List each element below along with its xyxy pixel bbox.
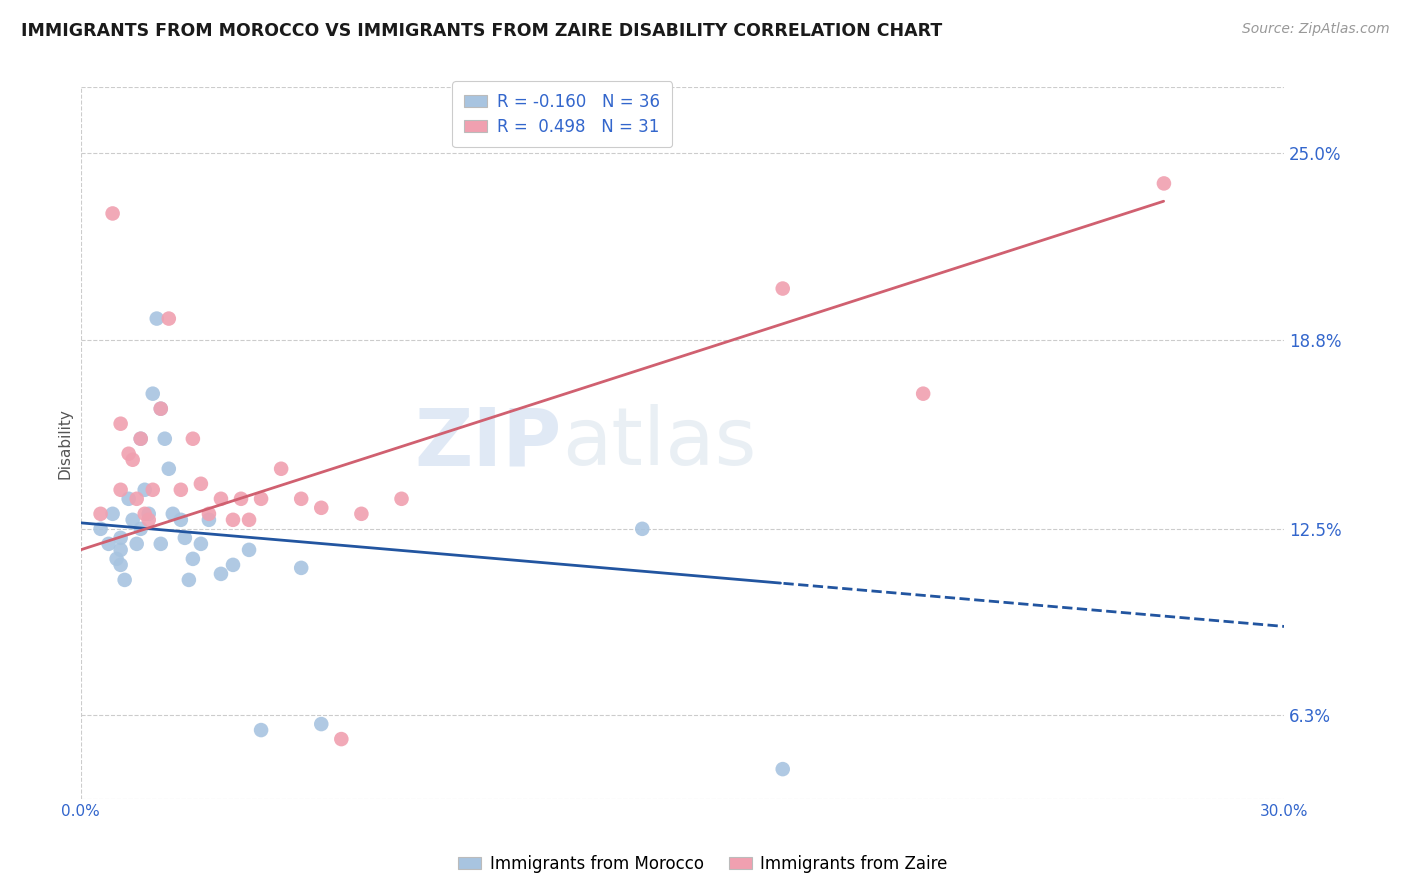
Y-axis label: Disability: Disability [58, 408, 72, 479]
Point [238, 513, 260, 527]
Point [229, 491, 252, 506]
Point [118, 447, 141, 461]
Point [198, 507, 221, 521]
Point [157, 462, 180, 476]
Point [772, 762, 794, 776]
Point [170, 483, 193, 497]
Point [142, 483, 165, 497]
Point [222, 513, 245, 527]
Legend: Immigrants from Morocco, Immigrants from Zaire: Immigrants from Morocco, Immigrants from… [451, 848, 955, 880]
Point [114, 573, 136, 587]
Point [222, 558, 245, 572]
Point [105, 552, 128, 566]
Point [101, 206, 124, 220]
Point [250, 723, 273, 737]
Point [290, 491, 312, 506]
Text: ZIP: ZIP [415, 404, 562, 483]
Point [270, 462, 292, 476]
Point [129, 522, 152, 536]
Point [125, 537, 148, 551]
Point [391, 491, 413, 506]
Point [290, 561, 312, 575]
Point [173, 531, 195, 545]
Point [177, 573, 200, 587]
Point [181, 432, 204, 446]
Legend: R = -0.160   N = 36, R =  0.498   N = 31: R = -0.160 N = 36, R = 0.498 N = 31 [453, 81, 672, 147]
Point [110, 417, 132, 431]
Point [912, 386, 935, 401]
Point [142, 386, 165, 401]
Point [198, 513, 221, 527]
Point [631, 522, 654, 536]
Point [149, 401, 172, 416]
Point [209, 566, 232, 581]
Point [125, 491, 148, 506]
Point [134, 507, 156, 521]
Point [101, 507, 124, 521]
Point [330, 732, 353, 747]
Point [149, 537, 172, 551]
Point [170, 513, 193, 527]
Point [138, 507, 160, 521]
Point [209, 491, 232, 506]
Point [149, 401, 172, 416]
Point [190, 537, 212, 551]
Point [134, 483, 156, 497]
Point [97, 537, 120, 551]
Text: atlas: atlas [562, 404, 756, 483]
Point [1153, 177, 1175, 191]
Point [238, 542, 260, 557]
Point [129, 432, 152, 446]
Point [190, 476, 212, 491]
Point [250, 491, 273, 506]
Point [181, 552, 204, 566]
Point [138, 513, 160, 527]
Point [110, 531, 132, 545]
Point [110, 483, 132, 497]
Point [110, 542, 132, 557]
Point [157, 311, 180, 326]
Point [145, 311, 167, 326]
Point [311, 717, 333, 731]
Point [110, 558, 132, 572]
Point [162, 507, 184, 521]
Point [90, 522, 112, 536]
Point [153, 432, 176, 446]
Point [772, 281, 794, 295]
Point [121, 452, 143, 467]
Point [350, 507, 373, 521]
Point [311, 500, 333, 515]
Point [121, 513, 143, 527]
Text: Source: ZipAtlas.com: Source: ZipAtlas.com [1241, 22, 1389, 37]
Point [90, 507, 112, 521]
Text: IMMIGRANTS FROM MOROCCO VS IMMIGRANTS FROM ZAIRE DISABILITY CORRELATION CHART: IMMIGRANTS FROM MOROCCO VS IMMIGRANTS FR… [21, 22, 942, 40]
Point [118, 491, 141, 506]
Point [129, 432, 152, 446]
